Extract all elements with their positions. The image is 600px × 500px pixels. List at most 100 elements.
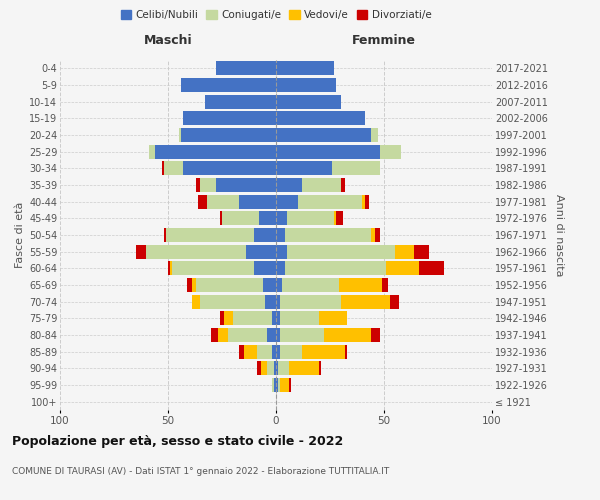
Bar	[319, 361, 322, 376]
Bar	[181, 78, 276, 92]
Bar	[280, 294, 341, 308]
Bar	[254, 261, 276, 276]
Y-axis label: Anni di nascita: Anni di nascita	[554, 194, 565, 276]
Bar	[376, 228, 380, 242]
Bar	[220, 311, 224, 326]
Bar	[280, 328, 323, 342]
Bar	[155, 144, 276, 159]
Bar	[274, 378, 276, 392]
Bar	[161, 162, 164, 175]
Bar	[341, 178, 345, 192]
Bar	[276, 144, 380, 159]
Bar	[341, 294, 391, 308]
Y-axis label: Fasce di età: Fasce di età	[14, 202, 25, 268]
Bar	[259, 211, 276, 226]
Bar	[380, 144, 401, 159]
Bar	[276, 328, 280, 342]
Bar	[280, 344, 302, 359]
Bar	[278, 361, 289, 376]
Bar	[298, 194, 362, 209]
Bar	[246, 244, 276, 259]
Bar	[215, 178, 276, 192]
Bar	[224, 311, 233, 326]
Bar	[192, 278, 196, 292]
Bar	[395, 244, 414, 259]
Bar	[280, 311, 319, 326]
Bar	[276, 261, 284, 276]
Bar	[166, 228, 254, 242]
Bar	[289, 361, 319, 376]
Bar	[287, 244, 395, 259]
Bar	[382, 278, 388, 292]
Bar	[205, 94, 276, 109]
Bar	[272, 378, 274, 392]
Bar	[146, 244, 246, 259]
Bar	[362, 194, 365, 209]
Bar	[371, 128, 377, 142]
Bar	[345, 344, 347, 359]
Bar	[244, 344, 257, 359]
Bar	[229, 328, 268, 342]
Text: Femmine: Femmine	[352, 34, 416, 46]
Bar	[222, 211, 259, 226]
Bar	[371, 328, 380, 342]
Bar	[198, 194, 207, 209]
Bar	[254, 228, 276, 242]
Legend: Celibi/Nubili, Coniugati/e, Vedovi/e, Divorziati/e: Celibi/Nubili, Coniugati/e, Vedovi/e, Di…	[119, 8, 433, 22]
Bar	[170, 261, 172, 276]
Bar	[332, 162, 380, 175]
Bar	[168, 261, 170, 276]
Bar	[302, 178, 341, 192]
Bar	[233, 311, 272, 326]
Bar	[276, 244, 287, 259]
Bar	[276, 294, 280, 308]
Bar	[272, 311, 276, 326]
Bar	[263, 278, 276, 292]
Bar	[276, 361, 278, 376]
Bar	[276, 378, 278, 392]
Bar	[276, 178, 302, 192]
Bar	[211, 328, 218, 342]
Bar	[215, 62, 276, 76]
Bar	[276, 194, 298, 209]
Bar	[334, 211, 337, 226]
Bar	[257, 344, 272, 359]
Bar	[365, 194, 369, 209]
Bar	[371, 228, 376, 242]
Bar	[265, 294, 276, 308]
Bar	[183, 162, 276, 175]
Bar	[289, 378, 291, 392]
Bar	[149, 144, 155, 159]
Bar	[187, 278, 192, 292]
Bar	[338, 278, 382, 292]
Bar	[268, 328, 276, 342]
Bar	[280, 378, 289, 392]
Bar	[276, 228, 284, 242]
Bar	[218, 328, 229, 342]
Bar	[136, 244, 146, 259]
Bar	[276, 78, 337, 92]
Bar	[196, 278, 263, 292]
Bar	[164, 228, 166, 242]
Bar	[386, 261, 419, 276]
Bar	[323, 328, 371, 342]
Bar	[172, 261, 254, 276]
Bar	[278, 378, 280, 392]
Bar	[284, 228, 371, 242]
Bar	[276, 162, 332, 175]
Bar	[239, 194, 276, 209]
Text: Popolazione per età, sesso e stato civile - 2022: Popolazione per età, sesso e stato civil…	[12, 435, 343, 448]
Bar	[337, 211, 343, 226]
Bar	[268, 361, 274, 376]
Bar	[272, 344, 276, 359]
Bar	[419, 261, 445, 276]
Bar	[164, 162, 183, 175]
Text: Maschi: Maschi	[143, 34, 193, 46]
Bar	[276, 278, 283, 292]
Bar	[302, 344, 345, 359]
Bar	[200, 294, 265, 308]
Bar	[276, 311, 280, 326]
Bar	[257, 361, 261, 376]
Bar	[274, 361, 276, 376]
Bar	[276, 128, 371, 142]
